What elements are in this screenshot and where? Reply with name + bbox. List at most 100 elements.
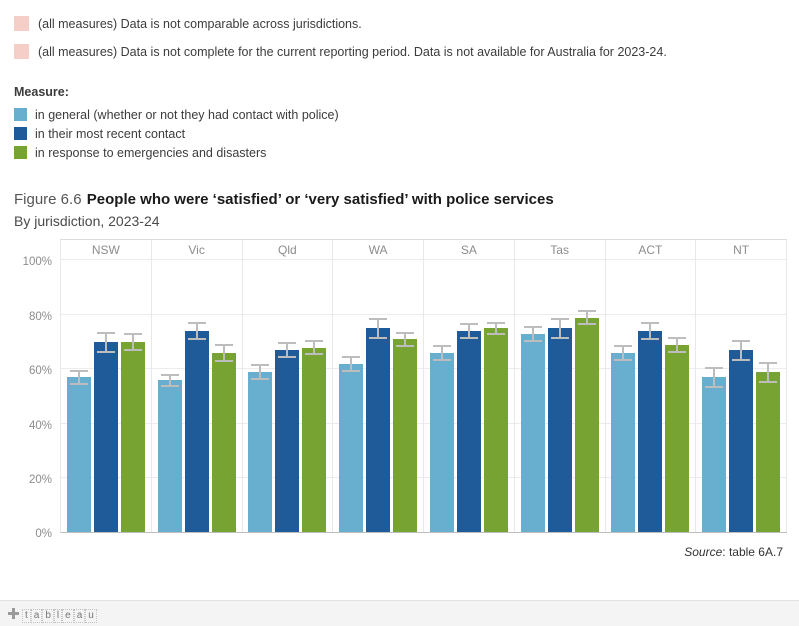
chart-subtitle: By jurisdiction, 2023-24 [14,213,160,230]
error-bar-cap [123,332,142,335]
bar[interactable] [547,317,572,533]
bar[interactable] [120,332,145,533]
bar[interactable] [339,356,364,533]
jurisdiction-label: Tas [550,243,569,258]
bar[interactable] [211,343,236,533]
jurisdiction-group: Tas [515,240,606,533]
bar-group [243,262,333,533]
legend-item-in-general[interactable]: in general (whether or not they had cont… [14,105,785,124]
error-bar-cap [160,373,179,376]
bar-group [424,262,514,533]
error-bar-cap [214,360,233,363]
bar[interactable] [456,323,481,533]
jurisdiction-group: Qld [243,240,334,533]
bar[interactable] [393,331,418,533]
error-bar-cap [342,369,361,372]
legend-item-emergencies[interactable]: in response to emergencies and disasters [14,143,785,162]
note-text: (all measures) Data is not comparable ac… [38,16,362,31]
bar[interactable] [275,342,300,533]
error-bar-line [740,340,743,360]
error-bar-line [467,324,470,339]
bar[interactable] [429,345,454,533]
bar[interactable] [66,369,91,533]
gridline [61,368,787,370]
error-bar-cap [123,349,142,352]
note-text: (all measures) Data is not complete for … [38,44,667,59]
bar[interactable] [574,309,599,533]
jurisdiction-label: ACT [638,243,663,258]
error-bar-cap [550,337,569,339]
error-bar-cap [69,369,88,372]
bar[interactable] [184,322,209,533]
error-bar-line [622,346,625,360]
figure-number: Figure 6.6 [14,191,82,208]
bar[interactable] [756,361,781,533]
bar-group [333,262,423,533]
error-bar-cap [251,377,270,380]
error-bar-cap [278,356,297,359]
note-not-complete: (all measures) Data is not complete for … [14,44,785,59]
bar[interactable] [665,337,690,533]
source-note: Source: table 6A.7 [0,545,783,559]
bar[interactable] [302,339,327,533]
error-bar-cap [459,323,478,326]
error-bar-cap [759,361,778,364]
legend-title: Measure: [14,85,69,99]
y-tick-label: 80% [28,310,52,323]
bar-group [152,262,242,533]
legend-label: in general (whether or not they had cont… [35,107,339,122]
error-bar-line [404,332,407,347]
error-bar-cap [550,317,569,320]
chart-title-block: Figure 6.6 People who were ‘satisfied’ or… [14,188,785,231]
bar[interactable] [638,322,663,533]
bar[interactable] [248,364,273,533]
measure-legend: Measure: in general (whether or not they… [14,85,785,162]
error-bar-cap [614,358,633,361]
title-main: People who were ‘satisfied’ or ‘very sat… [86,191,554,208]
tableau-logo-letter: a [30,608,43,623]
error-bar-cap [396,345,415,348]
bar[interactable] [483,322,508,533]
y-tick-label: 100% [22,256,52,269]
error-bar-cap [486,332,505,335]
error-bar-line [377,318,380,338]
error-bar-cap [342,356,361,359]
jurisdiction-label: Qld [278,243,297,258]
tableau-plus-icon [8,608,19,619]
bar[interactable] [702,366,727,533]
legend-item-recent-contact[interactable]: in their most recent contact [14,124,785,143]
bar[interactable] [366,317,391,533]
source-word: Source [684,545,723,560]
tableau-logo-letter: e [62,608,74,623]
source-rest: : table 6A.7 [722,545,783,560]
bar[interactable] [520,326,545,533]
error-bar-cap [759,380,778,383]
error-bar-line [558,318,561,338]
error-bar-line [168,374,171,386]
error-bar-line [440,346,443,360]
error-bar-cap [732,339,751,342]
bar[interactable] [157,373,182,533]
jurisdiction-group: WA [333,240,424,533]
bar[interactable] [611,345,636,533]
error-bar-line [767,362,770,382]
error-bar-line [77,370,80,385]
bar[interactable] [93,331,118,533]
jurisdiction-group: NSW [61,240,152,533]
error-bar-cap [668,337,687,340]
error-bar-cap [369,337,388,339]
tableau-logo-letter: a [73,608,86,623]
error-bar-cap [187,322,206,325]
bar[interactable] [729,339,754,533]
legend-label: in their most recent contact [35,126,186,141]
jurisdiction-label: Vic [188,243,205,258]
tableau-logo-letter: b [42,608,54,623]
tableau-logo-letter: t [22,608,31,623]
error-bar-line [195,323,198,340]
error-bar-cap [523,339,542,342]
bar-group [61,262,151,533]
